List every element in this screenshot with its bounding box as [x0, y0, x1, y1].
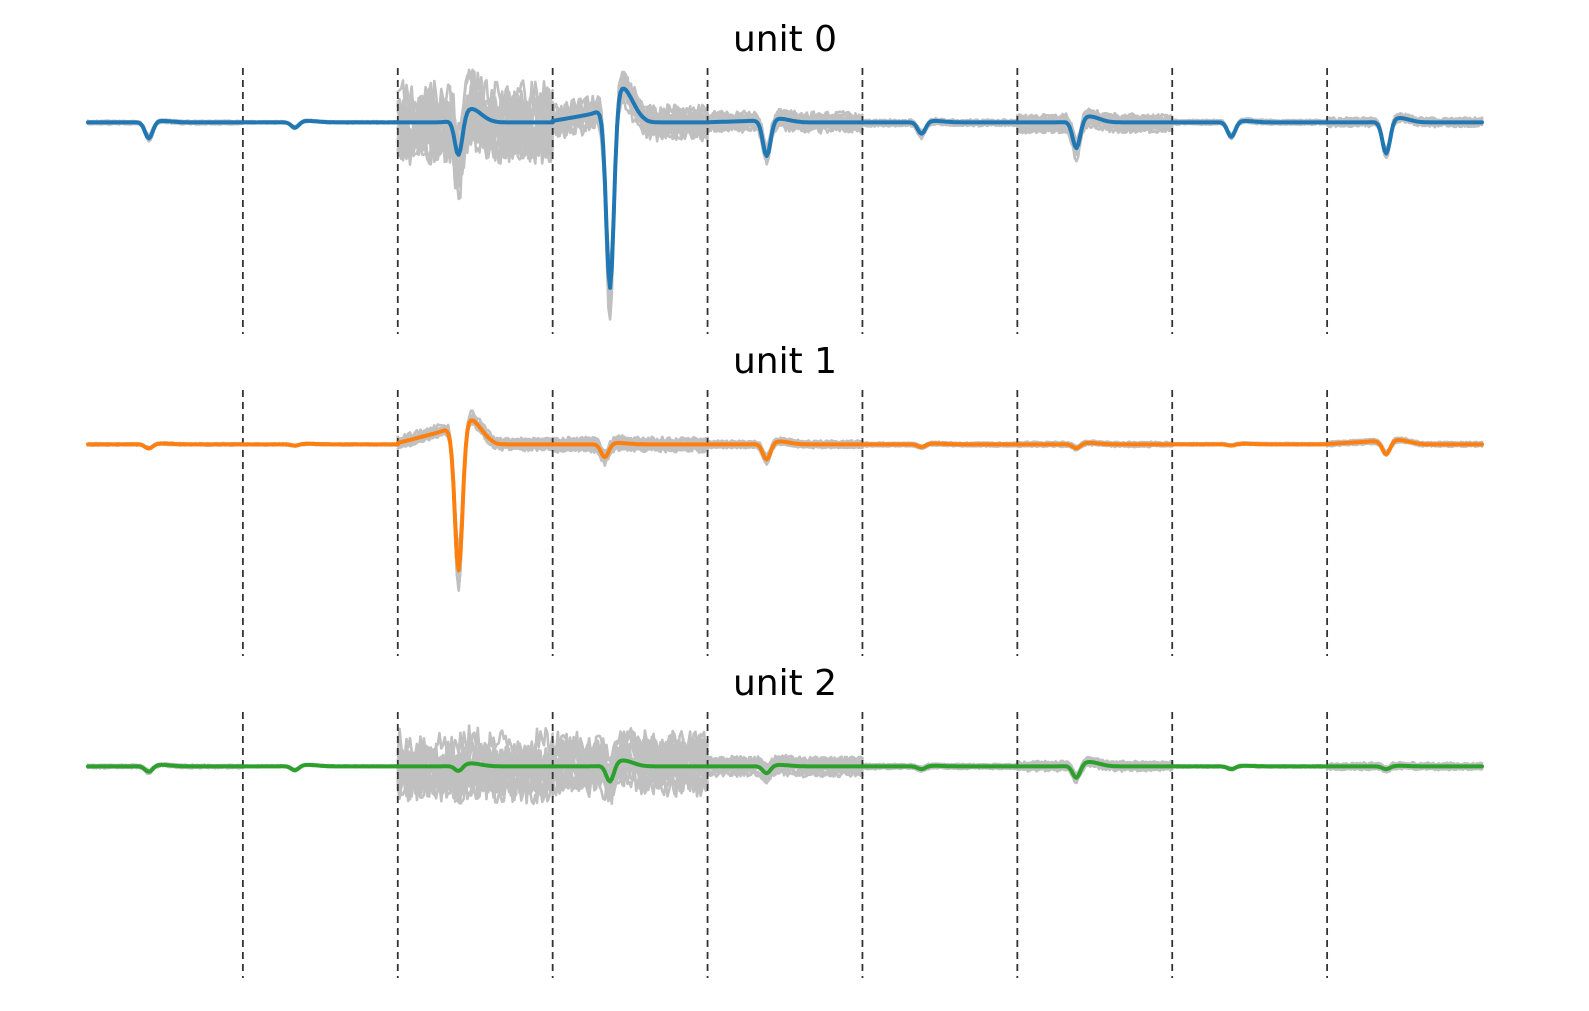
channel-dividers-unit-0	[241, 68, 1329, 334]
mean-waveform-channel-8	[1325, 763, 1484, 772]
spike-trace	[86, 417, 1484, 553]
spike-trace	[86, 741, 1484, 784]
mean-waveform-channel-6	[1015, 440, 1175, 451]
mean-waveform-channel-0	[86, 762, 245, 774]
panel-unit-1: unit 1	[86, 341, 1484, 656]
mean-waveform-channel-7	[1170, 118, 1330, 139]
mean-waveform-channel-6	[1015, 114, 1175, 151]
channel-dividers-unit-2	[241, 712, 1329, 978]
mean-waveform-channel-2	[395, 418, 555, 573]
spike-trace	[86, 409, 1484, 588]
spike-trace	[86, 68, 1484, 290]
panel-title-unit-0: unit 0	[733, 19, 837, 60]
panel-unit-0: unit 0	[86, 19, 1484, 334]
spike-trace	[86, 87, 1484, 267]
mean-waveform-channel-7	[1170, 763, 1330, 772]
individual-spikes-unit-1	[86, 409, 1484, 592]
mean-waveform-channel-3	[550, 86, 710, 290]
panel-title-unit-1: unit 1	[733, 341, 837, 382]
mean-waveform-channel-7	[1170, 441, 1330, 448]
mean-waveform-unit-1	[86, 418, 1484, 573]
mean-waveform-channel-8	[1325, 116, 1484, 156]
mean-waveform-channel-1	[240, 762, 400, 773]
mean-waveform-channel-2	[395, 761, 555, 773]
channel-dividers-unit-1	[241, 390, 1329, 656]
mean-waveform-channel-5	[860, 763, 1020, 772]
mean-waveform-channel-4	[705, 116, 865, 158]
panel-unit-2: unit 2	[86, 663, 1484, 978]
spike-trace	[86, 422, 1484, 586]
spike-trace	[86, 70, 1484, 291]
mean-waveform-channel-1	[240, 118, 400, 130]
spike-trace	[86, 70, 1484, 292]
mean-waveform-channel-1	[240, 441, 400, 448]
mean-waveform-unit-2	[86, 758, 1484, 784]
mean-waveform-channel-5	[860, 441, 1020, 449]
mean-waveform-channel-8	[1325, 438, 1484, 457]
spike-trace	[86, 70, 1484, 300]
mean-waveform-unit-0	[86, 86, 1484, 290]
mean-waveform-channel-3	[550, 440, 710, 460]
mean-waveform-channel-3	[550, 758, 710, 784]
mean-waveform-channel-0	[86, 441, 245, 451]
panel-title-unit-2: unit 2	[733, 663, 837, 704]
spike-trace	[86, 73, 1484, 310]
mean-waveform-channel-6	[1015, 760, 1175, 780]
individual-spikes-unit-0	[86, 68, 1484, 321]
mean-waveform-channel-4	[705, 439, 865, 462]
mean-waveform-channel-4	[705, 762, 865, 776]
mean-waveform-channel-0	[86, 118, 245, 141]
mean-waveform-channel-5	[860, 118, 1020, 136]
mean-waveform-channel-2	[395, 107, 555, 157]
